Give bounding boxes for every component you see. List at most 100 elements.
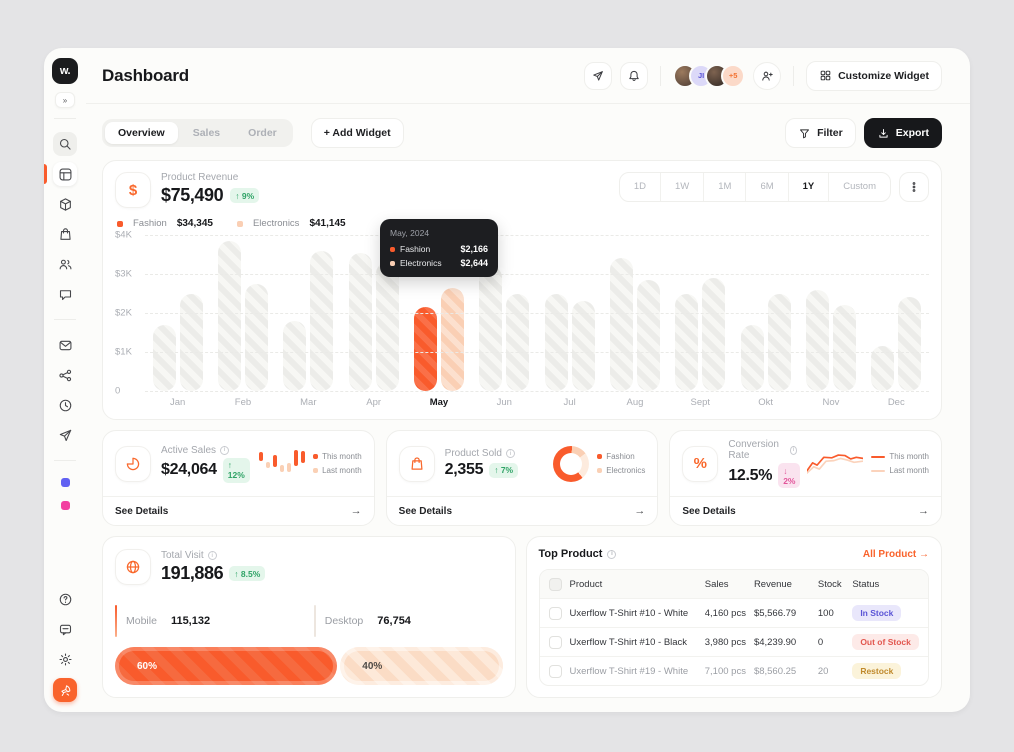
bar-fashion-jun[interactable] (479, 266, 503, 391)
table-row[interactable]: Uxerflow T-Shirt #10 - Black 3,980 pcs $4,… (539, 627, 928, 656)
bar-electronics-may[interactable] (440, 287, 464, 391)
row-checkbox[interactable] (548, 664, 562, 678)
bar-electronics-jan[interactable] (179, 293, 203, 391)
bar-group-mar[interactable] (276, 235, 341, 391)
sidebar-item-settings[interactable] (53, 647, 77, 671)
tab-order[interactable]: Order (248, 127, 277, 139)
bar-group-jun[interactable] (472, 235, 537, 391)
tab-overview[interactable]: Overview (105, 122, 178, 144)
bar-fashion-mar[interactable] (283, 320, 307, 391)
arrow-right-icon: → (350, 505, 362, 517)
electronics-label: Electronics (606, 466, 646, 475)
bar-electronics-sept[interactable] (702, 277, 726, 391)
info-icon[interactable]: i (220, 445, 230, 455)
bar-fashion-aug[interactable] (609, 258, 633, 391)
info-icon[interactable]: i (607, 549, 617, 559)
sidebar-item-products[interactable] (53, 192, 77, 216)
bar-fashion-dec[interactable] (871, 346, 895, 391)
avatar-group[interactable]: JI +5 (673, 63, 746, 88)
bar-electronics-apr[interactable] (375, 262, 399, 391)
select-all-checkbox[interactable] (548, 577, 562, 591)
workspace-dot-pink[interactable] (60, 501, 70, 510)
add-widget-button[interactable]: + Add Widget (310, 118, 404, 148)
x-label-apr: Apr (366, 396, 382, 408)
row-checkbox[interactable] (548, 606, 562, 620)
range-1y[interactable]: 1Y (787, 173, 829, 201)
x-label-dec: Dec (887, 396, 905, 408)
bar-group-jan[interactable] (145, 235, 210, 391)
bar-group-apr[interactable] (341, 235, 406, 391)
see-details-label: See Details (682, 505, 736, 517)
sidebar-item-orders[interactable] (53, 222, 77, 246)
share-button[interactable] (584, 61, 613, 90)
bar-group-aug[interactable] (602, 235, 667, 391)
total-visit-value: 191,886 (161, 563, 224, 583)
row-checkbox[interactable] (548, 635, 562, 649)
bar-group-okt[interactable] (733, 235, 798, 391)
notifications-button[interactable] (620, 61, 649, 90)
table-row[interactable]: Uxerflow T-Shirt #10 - White 4,160 pcs $5,… (539, 598, 928, 627)
sidebar-expand-button[interactable]: » (55, 92, 75, 108)
bar-electronics-mar[interactable] (310, 250, 334, 391)
bar-group-jul[interactable] (537, 235, 602, 391)
search-button[interactable] (53, 132, 77, 156)
tab-sales[interactable]: Sales (192, 127, 221, 139)
electronics-dot (597, 468, 603, 473)
range-1m[interactable]: 1M (703, 173, 745, 201)
range-6m[interactable]: 6M (745, 173, 787, 201)
bar-electronics-dec[interactable] (898, 297, 922, 391)
bar-fashion-sept[interactable] (675, 293, 699, 391)
launch-button[interactable] (53, 678, 77, 702)
revenue-chart: $4K $3K $2K $1K 0 May, 2024 Fashion $2,166 (115, 219, 929, 397)
bar-electronics-jul[interactable] (571, 301, 595, 391)
workspace-dot-blue[interactable] (60, 478, 70, 487)
desktop-progress-bar: 40% (340, 647, 503, 685)
conversion-rate-label: Conversion Rate (728, 439, 779, 461)
bar-fashion-jul[interactable] (544, 293, 568, 391)
invite-member-button[interactable] (753, 61, 782, 90)
range-1d[interactable]: 1D (633, 181, 646, 192)
active-sales-see-details[interactable]: See Details → (103, 496, 374, 525)
bar-electronics-aug[interactable] (636, 279, 660, 391)
bar-fashion-apr[interactable] (348, 252, 372, 391)
bar-group-feb[interactable] (210, 235, 275, 391)
sidebar-item-dashboard[interactable] (44, 162, 77, 186)
bar-fashion-may[interactable] (413, 306, 437, 391)
sidebar-item-customers[interactable] (53, 252, 77, 276)
sidebar-item-integrations[interactable] (53, 363, 77, 387)
chart-menu-button[interactable] (899, 172, 929, 202)
all-product-link[interactable]: All Product → (862, 548, 929, 560)
product-sold-see-details[interactable]: See Details → (386, 496, 658, 525)
dashboard-content: $ Product Revenue $75,490 ↑ 9% 1D 1W 1M 6M 1… (86, 160, 970, 712)
bar-electronics-nov[interactable] (832, 305, 856, 391)
bar-fashion-feb[interactable] (217, 240, 241, 391)
range-custom[interactable]: Custom (828, 173, 890, 201)
sidebar-item-mail[interactable] (53, 333, 77, 357)
bar-electronics-okt[interactable] (767, 293, 791, 391)
export-button[interactable]: Export (863, 118, 942, 148)
bar-fashion-okt[interactable] (740, 324, 764, 391)
sidebar-item-help[interactable] (53, 587, 77, 611)
x-label-aug: Aug (626, 396, 644, 408)
bar-group-dec[interactable] (864, 235, 929, 391)
filter-button[interactable]: Filter (785, 118, 856, 148)
sidebar-item-messages[interactable] (53, 282, 77, 306)
conversion-rate-see-details[interactable]: See Details → (670, 496, 941, 525)
bar-electronics-feb[interactable] (244, 283, 268, 391)
bar-electronics-jun[interactable] (506, 293, 530, 391)
bar-group-nov[interactable] (798, 235, 863, 391)
bar-fashion-nov[interactable] (805, 289, 829, 391)
avatar-overflow-count[interactable]: +5 (721, 63, 746, 88)
bar-fashion-jan[interactable] (152, 324, 176, 391)
bar-group-sept[interactable] (668, 235, 733, 391)
customize-widget-button[interactable]: Customize Widget (806, 60, 942, 91)
sidebar-item-feedback[interactable] (53, 617, 77, 641)
info-icon[interactable]: i (789, 445, 798, 455)
info-icon[interactable]: i (207, 551, 217, 560)
sidebar-item-campaigns[interactable] (53, 423, 77, 447)
range-1w[interactable]: 1W (659, 173, 703, 201)
table-row[interactable]: Uxerflow T-Shirt #19 - White 7,100 pcs $8,… (539, 656, 928, 685)
active-indicator (44, 164, 47, 184)
sidebar-item-history[interactable] (53, 393, 77, 417)
info-icon[interactable]: i (505, 449, 515, 458)
